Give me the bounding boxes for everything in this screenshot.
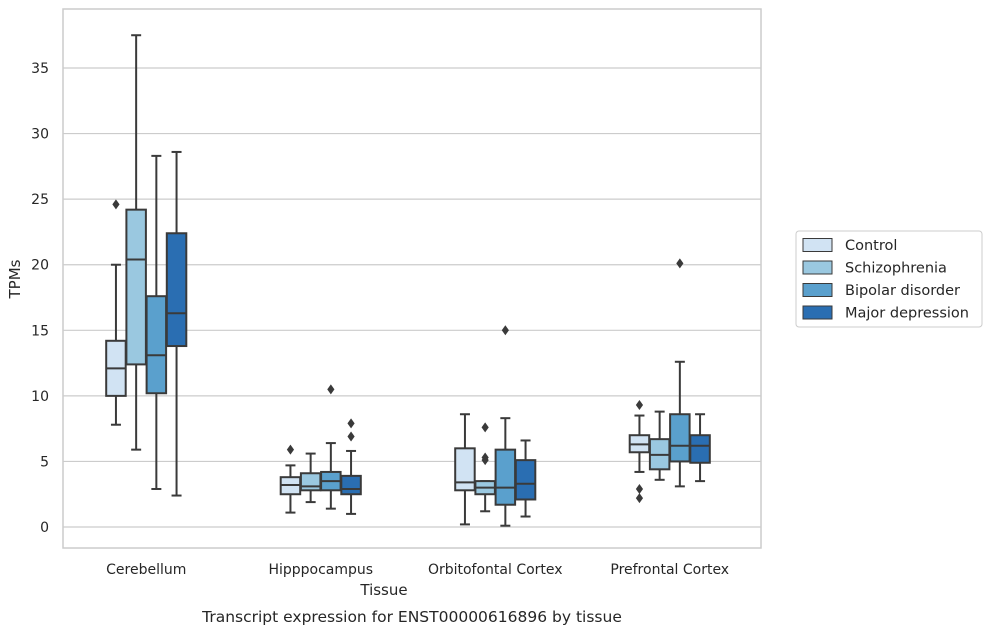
box-body — [494, 448, 517, 506]
box-body — [145, 295, 168, 395]
box-body — [165, 232, 188, 348]
outlier-point — [635, 483, 644, 494]
box-group — [105, 199, 127, 426]
outlier-point — [481, 422, 489, 433]
box-group — [514, 439, 537, 518]
legend-label: Schizophrenia — [845, 261, 947, 277]
legend-swatch — [802, 305, 833, 320]
outlier-point — [635, 493, 644, 504]
box-group — [340, 418, 362, 515]
outlier-point — [327, 384, 335, 395]
outlier-point — [347, 418, 355, 429]
box-group — [669, 258, 691, 488]
y-tick-label: 5 — [40, 454, 49, 470]
box-group — [125, 34, 147, 451]
outlier-point — [635, 400, 644, 411]
box-body — [125, 208, 147, 366]
outlier-point — [501, 325, 509, 336]
outlier-point — [286, 444, 295, 455]
y-tick-label: 15 — [31, 323, 49, 339]
y-tick-label: 10 — [31, 389, 49, 405]
outlier-point — [347, 431, 355, 442]
outlier-point — [676, 258, 684, 269]
box-group — [165, 150, 188, 497]
legend-frame — [795, 230, 983, 328]
box-body — [454, 447, 476, 492]
y-tick-label: 35 — [31, 61, 49, 77]
box-group — [689, 413, 711, 483]
legend-label: Major depression — [845, 306, 969, 322]
y-tick-label: 30 — [31, 127, 49, 143]
box-group — [145, 154, 168, 490]
box-marks — [105, 34, 711, 527]
legend-label: Bipolar disorder — [845, 283, 960, 299]
box-group — [628, 400, 651, 504]
box-body — [514, 459, 537, 501]
legend: Control Schizophrenia Bipolar disorder Majo… — [795, 230, 983, 328]
box-body — [299, 472, 322, 492]
box-body — [669, 413, 691, 463]
x-tick-label: Orbitofontal Cortex — [428, 562, 563, 578]
legend-swatch — [802, 238, 833, 252]
x-tick-label: Prefrontal Cortex — [610, 562, 729, 578]
box-body — [689, 434, 711, 464]
box-group — [648, 410, 671, 481]
x-axis-ticks: Cerebellum Hipppocampus Orbitofontal Corte… — [106, 562, 729, 578]
chart-caption: Transcript expression for ENST0000061689… — [201, 608, 622, 626]
legend-swatch — [802, 283, 833, 297]
y-axis-ticks: 0 5 10 15 20 25 30 35 — [31, 61, 49, 536]
box-group — [454, 413, 476, 526]
x-axis-label: Tissue — [359, 581, 407, 599]
box-body — [340, 474, 362, 496]
outlier-point — [112, 199, 120, 210]
y-tick-label: 0 — [40, 520, 49, 536]
x-tick-label: Hipppocampus — [268, 562, 373, 578]
legend-swatch — [802, 260, 833, 275]
y-tick-label: 25 — [31, 192, 49, 208]
y-axis-label: TPMs — [6, 259, 24, 299]
legend-label: Control — [845, 238, 897, 254]
x-tick-label: Cerebellum — [106, 562, 186, 578]
y-tick-label: 20 — [31, 258, 49, 274]
outlier-point — [481, 455, 489, 466]
box-group — [279, 444, 302, 514]
